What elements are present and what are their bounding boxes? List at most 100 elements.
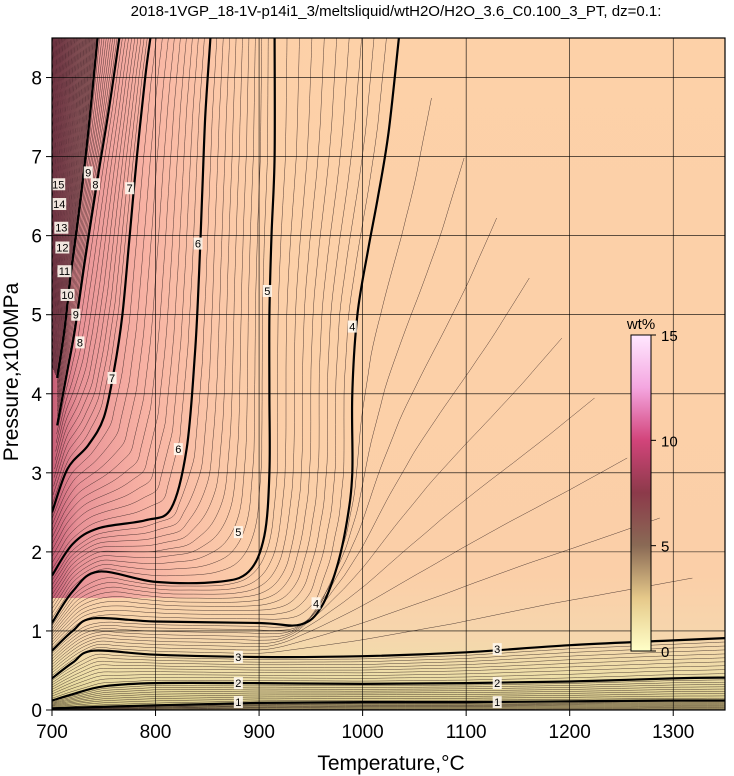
minor-contour-53 xyxy=(52,38,157,519)
minor-contour-82 xyxy=(55,38,96,375)
minor-contour-25 xyxy=(52,157,465,657)
contour-label-3: 2 xyxy=(494,678,500,690)
minor-contour-67 xyxy=(56,38,109,402)
minor-contour-101 xyxy=(52,38,79,266)
major-contours xyxy=(52,38,725,710)
minor-contour-27 xyxy=(52,38,387,649)
minor-contour-28 xyxy=(52,38,375,646)
contour-label-box-4 xyxy=(233,651,243,664)
minor-contour-106 xyxy=(52,38,74,225)
major-contour-3 xyxy=(52,637,725,680)
minor-contour-55 xyxy=(52,38,145,496)
contour-label-7: 4 xyxy=(349,322,355,334)
minor-contour-102 xyxy=(52,38,78,258)
contour-label-box-19 xyxy=(57,265,72,278)
minor-contour-77 xyxy=(52,705,725,710)
minor-contour-12 xyxy=(52,661,725,692)
contour-label-11: 6 xyxy=(195,239,201,251)
y-tick-label-2: 2 xyxy=(31,543,42,564)
x-tick-label-1: 800 xyxy=(140,722,172,743)
major-contour-7 xyxy=(52,38,152,513)
x-tick-label-0: 700 xyxy=(36,722,68,743)
major-contour-1 xyxy=(52,699,725,710)
colorbar-tick-label-2: 10 xyxy=(661,433,678,450)
contour-label-box-10 xyxy=(173,443,183,456)
minor-contour-49 xyxy=(52,38,181,545)
minor-contour-107 xyxy=(52,38,73,218)
minor-contour-60 xyxy=(55,38,129,452)
minor-contour-8 xyxy=(52,679,725,702)
minor-contour-103 xyxy=(52,38,77,249)
minor-contour-10 xyxy=(52,669,725,697)
contour-label-box-18 xyxy=(60,288,75,301)
minor-contour-95 xyxy=(52,38,84,314)
y-tick-label-6: 6 xyxy=(31,227,42,248)
minor-contour-34 xyxy=(52,38,300,629)
contour-label-12: 7 xyxy=(109,373,115,385)
chart-title: 2018-1VGP_18-1V-p14i1_3/meltsliquid/wtH2… xyxy=(131,3,662,20)
minor-contour-66 xyxy=(56,38,111,407)
water-rich-shading xyxy=(52,38,725,598)
grid-lines xyxy=(52,38,725,710)
y-axis: 0 1 2 3 4 5 6 7 8 xyxy=(31,69,52,722)
contour-label-box-11 xyxy=(193,237,203,250)
contour-label-box-6 xyxy=(311,597,321,610)
minor-contour-93 xyxy=(52,38,86,328)
minor-contour-1 xyxy=(52,695,725,708)
y-tick-label-5: 5 xyxy=(31,306,42,327)
contour-label-6: 4 xyxy=(313,598,319,610)
minor-contour-36 xyxy=(52,38,269,619)
contour-label-box-17 xyxy=(83,166,93,179)
major-contour-5 xyxy=(52,38,276,624)
minor-contour-54 xyxy=(52,38,148,504)
x-axis: 700 800 900 1000 1100 1200 1300 xyxy=(36,710,694,743)
contour-label-17: 9 xyxy=(85,167,91,179)
contour-label-2: 2 xyxy=(235,678,241,690)
contour-label-box-14 xyxy=(75,336,85,349)
contour-label-box-13 xyxy=(125,182,135,195)
minor-contour-41 xyxy=(52,38,237,595)
x-tick-label-4: 1100 xyxy=(446,722,487,743)
minor-contour-58 xyxy=(54,38,136,469)
contour-label-1: 1 xyxy=(494,697,500,709)
minor-contour-43 xyxy=(52,38,224,586)
contour-label-16: 9 xyxy=(73,310,79,322)
contour-label-box-23 xyxy=(52,178,66,191)
major-contour-4 xyxy=(52,38,400,652)
x-tick-label-5: 1200 xyxy=(549,722,591,743)
minor-contour-70 xyxy=(56,38,103,388)
contour-label-box-7 xyxy=(347,320,357,333)
minor-contour-7 xyxy=(52,681,725,703)
minor-contour-134 xyxy=(15,0,55,293)
minor-contour-99 xyxy=(52,38,81,283)
minor-contour-85 xyxy=(53,38,94,371)
contour-label-20: 12 xyxy=(56,243,68,255)
minor-contour-22 xyxy=(52,337,563,665)
minor-contour-14 xyxy=(52,653,725,688)
contour-label-box-0 xyxy=(233,696,243,709)
minor-contour-16 xyxy=(52,645,725,684)
y-tick-label-8: 8 xyxy=(31,69,42,90)
y-tick-label-4: 4 xyxy=(31,385,42,406)
minor-contour-68 xyxy=(56,38,107,397)
minor-contour-113 xyxy=(52,38,68,173)
x-tick-label-3: 1000 xyxy=(341,722,383,743)
contour-label-box-5 xyxy=(492,643,502,656)
contour-label-23: 15 xyxy=(52,179,64,191)
minor-contour-56 xyxy=(53,38,142,487)
contour-label-9: 5 xyxy=(264,286,270,298)
minor-contour-19 xyxy=(52,517,660,673)
major-contour-6 xyxy=(52,38,212,577)
major-contour-2 xyxy=(52,676,725,702)
minor-contour-50 xyxy=(52,38,175,538)
minor-contour-33 xyxy=(52,38,313,632)
minor-contour-61 xyxy=(55,38,126,443)
minor-contour-84 xyxy=(53,38,95,372)
contour-label-box-12 xyxy=(107,371,117,384)
contour-label-box-1 xyxy=(492,696,502,709)
minor-contour-114 xyxy=(52,38,67,165)
minor-contour-24 xyxy=(52,217,497,660)
minor-contour-37 xyxy=(52,38,263,614)
colorbar-tick-label-1: 5 xyxy=(661,539,669,556)
colorbar-scale xyxy=(630,334,652,652)
